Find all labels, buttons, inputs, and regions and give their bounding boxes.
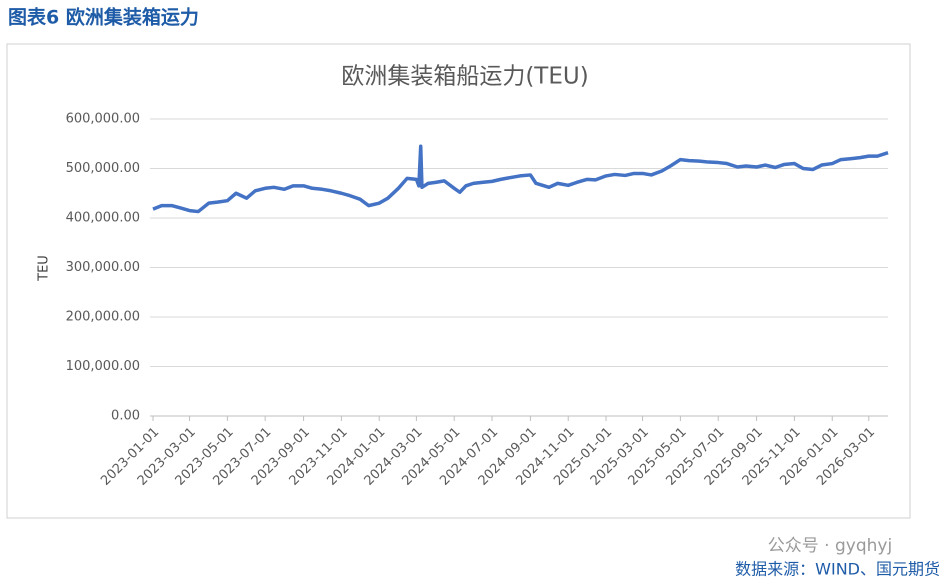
y-tick-label: 200,000.00 bbox=[66, 310, 140, 325]
y-tick-label: 600,000.00 bbox=[66, 112, 140, 127]
chart-title: 欧洲集装箱船运力(TEU) bbox=[341, 64, 588, 90]
y-tick-label: 0.00 bbox=[111, 409, 140, 424]
y-tick-label: 400,000.00 bbox=[66, 211, 140, 226]
header: 图表6 欧洲集装箱运力 bbox=[8, 6, 199, 29]
y-tick-label: 500,000.00 bbox=[66, 161, 140, 176]
y-tick-label: 100,000.00 bbox=[66, 359, 140, 374]
y-tick-label: 300,000.00 bbox=[66, 260, 140, 275]
chart-frame bbox=[6, 43, 911, 519]
y-axis-label: TEU bbox=[37, 255, 52, 282]
watermark: 公众号 · gyqhyj bbox=[768, 536, 892, 556]
series-line bbox=[152, 144, 889, 214]
source: 数据来源：WIND、国元期货 bbox=[735, 560, 940, 579]
